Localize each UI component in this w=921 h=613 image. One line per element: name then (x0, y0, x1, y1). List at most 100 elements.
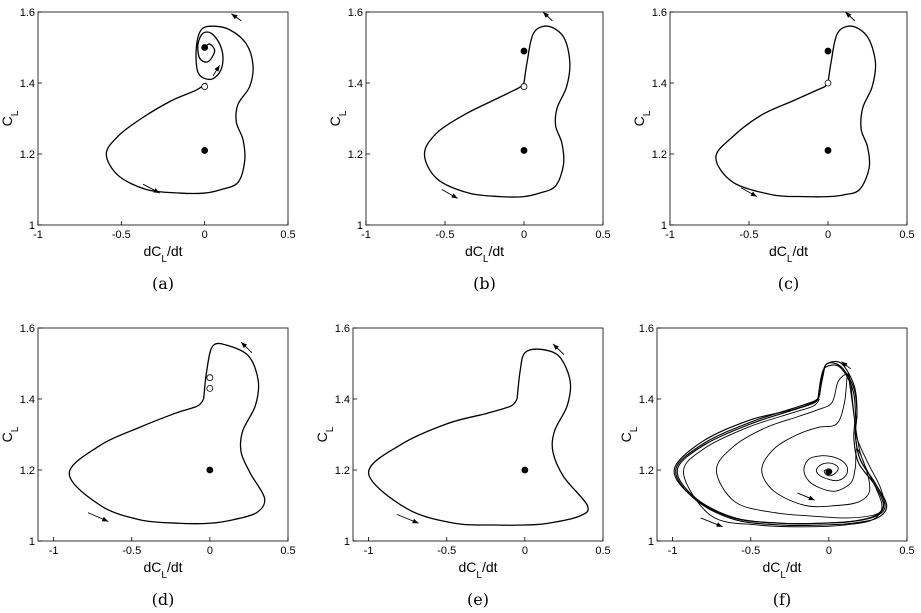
stable-fixed-point (201, 44, 209, 51)
direction-arrow (441, 189, 458, 199)
direction-arrow (87, 512, 109, 522)
x-tick-label: 0 (825, 229, 831, 241)
stable-fixed-point (825, 468, 833, 476)
direction-arrow (231, 13, 242, 22)
plot-frame (37, 11, 289, 226)
x-tick-label: -1 (49, 545, 59, 557)
y-tick-label: 1.4 (639, 394, 654, 406)
x-tick-label: 0 (522, 545, 528, 557)
stable-fixed-point (206, 466, 214, 474)
stable-fixed-point (201, 147, 209, 154)
panel-caption: (d) (152, 590, 175, 609)
trajectory-line (68, 342, 266, 525)
stable-fixed-point (521, 466, 529, 474)
unstable-fixed-point (201, 83, 209, 90)
y-tick-label: 1.6 (652, 7, 667, 19)
x-tick-label: 0.5 (595, 229, 610, 241)
panel-d: -1 -0.5 0 0.5 1 1.2 1.4 1.6 dCL/dt CL (d) (0, 323, 296, 609)
y-tick-label: 1 (648, 536, 654, 548)
x-tick-label: 0 (826, 545, 832, 557)
direction-arrow (740, 187, 758, 197)
unstable-fixed-point (206, 384, 214, 392)
direction-arrow (396, 513, 419, 524)
unstable-fixed-point (824, 79, 832, 87)
panel-caption: (e) (467, 590, 489, 609)
x-axis-label: dCL/dt (458, 559, 497, 581)
x-tick-label: -1 (665, 229, 675, 241)
y-tick-label: 1.4 (335, 394, 350, 406)
y-tick-label: 1.6 (348, 7, 363, 19)
y-tick-label: 1 (29, 536, 35, 548)
x-axis-label: dCL/dt (769, 243, 808, 265)
y-tick-label: 1 (29, 220, 35, 232)
y-tick-label: 1.6 (20, 7, 35, 19)
x-axis-label: dCL/dt (143, 559, 182, 581)
unstable-fixed-point (520, 83, 528, 90)
x-tick-label: -1 (361, 229, 371, 241)
x-tick-label: 0.5 (899, 229, 914, 241)
y-tick-label: 1.4 (20, 78, 35, 90)
x-tick-label: 0.5 (280, 545, 295, 557)
stable-fixed-point (824, 47, 832, 55)
y-tick-label: 1.4 (20, 394, 35, 406)
y-tick-label: 1.6 (639, 323, 654, 335)
direction-arrow (142, 183, 160, 194)
y-tick-label: 1.2 (20, 465, 35, 477)
x-tick-label: 0 (202, 229, 208, 241)
trajectory-line (673, 364, 885, 525)
trajectory-line (423, 25, 571, 198)
x-tick-label: 0.5 (280, 229, 295, 241)
y-axis-label: CL (314, 426, 336, 442)
y-tick-label: 1 (344, 536, 350, 548)
y-tick-label: 1.6 (335, 323, 350, 335)
x-tick-label: 0 (207, 545, 213, 557)
y-axis-label: CL (0, 110, 21, 126)
x-axis-label: dCL/dt (465, 243, 504, 265)
plot-frame (656, 327, 908, 542)
y-tick-label: 1.2 (348, 149, 363, 161)
trajectory-line (715, 25, 877, 198)
direction-arrow (240, 341, 253, 354)
y-tick-label: 1 (661, 220, 667, 232)
panel-caption: (a) (152, 274, 174, 293)
panel-f: -1 -0.5 0 0.5 1 1.2 1.4 1.6 dCL/dt CL (f) (618, 323, 915, 609)
y-tick-label: 1.2 (335, 465, 350, 477)
stable-fixed-point (520, 147, 528, 154)
trajectory-line (105, 25, 254, 195)
y-tick-label: 1.2 (652, 149, 667, 161)
direction-arrow (212, 65, 221, 77)
y-tick-label: 1 (357, 220, 363, 232)
direction-arrow (700, 517, 723, 528)
trajectory-line (683, 373, 885, 528)
direction-arrow (552, 343, 565, 355)
direction-arrow (542, 11, 553, 22)
y-axis-label: CL (0, 426, 21, 442)
panel-b: -1 -0.5 0 0.5 1 1.2 1.4 1.6 dCL/dt CL (b) (327, 7, 611, 293)
panel-caption: (c) (778, 274, 799, 293)
stable-fixed-point (520, 47, 528, 55)
y-axis-label: CL (327, 110, 349, 126)
direction-arrow (841, 361, 852, 370)
plot-frame (37, 327, 289, 542)
plot-frame (669, 11, 908, 226)
y-tick-label: 1.2 (20, 149, 35, 161)
x-axis-label: dCL/dt (762, 559, 801, 581)
trajectory-line (367, 348, 589, 526)
y-axis-label: CL (618, 426, 640, 442)
x-axis-label: dCL/dt (143, 243, 182, 265)
direction-arrow (845, 11, 856, 22)
x-tick-label: -0.5 (437, 545, 456, 557)
y-tick-label: 1.2 (639, 465, 654, 477)
y-tick-label: 1.4 (348, 78, 363, 90)
y-axis-label: CL (631, 110, 653, 126)
x-tick-label: 0 (521, 229, 527, 241)
x-tick-label: -1 (668, 545, 678, 557)
x-tick-label: -0.5 (741, 545, 760, 557)
x-tick-label: -0.5 (740, 229, 759, 241)
panel-e: -1 -0.5 0 0.5 1 1.2 1.4 1.6 dCL/dt CL (e) (314, 323, 611, 609)
unstable-fixed-point (206, 374, 214, 382)
x-tick-label: -1 (33, 229, 43, 241)
panel-c: -1 -0.5 0 0.5 1 1.2 1.4 1.6 dCL/dt CL (c) (631, 7, 915, 293)
direction-arrow (797, 492, 815, 501)
